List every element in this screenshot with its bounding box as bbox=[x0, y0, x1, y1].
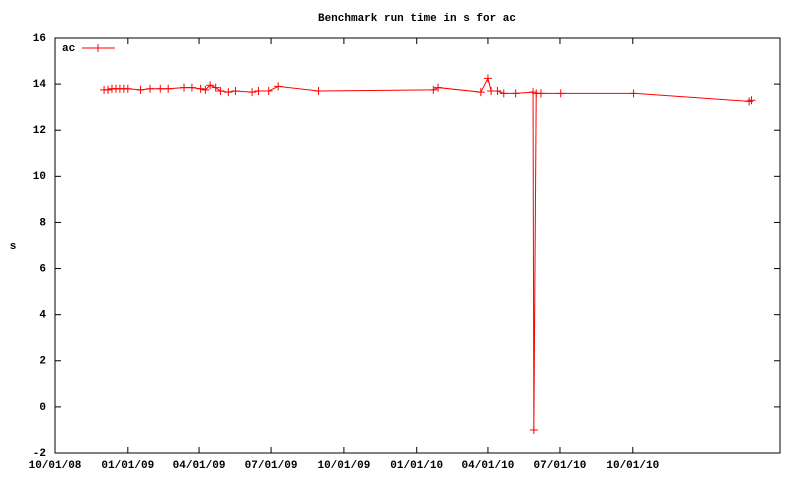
point-marker bbox=[314, 87, 323, 96]
point-marker bbox=[216, 87, 225, 96]
point-marker bbox=[254, 87, 263, 96]
y-tick-label: 10 bbox=[33, 171, 46, 183]
y-tick-label: 16 bbox=[33, 33, 46, 45]
point-marker bbox=[499, 89, 508, 98]
point-marker bbox=[156, 84, 165, 93]
point-marker bbox=[206, 81, 215, 90]
point-marker bbox=[511, 89, 520, 98]
point-marker bbox=[476, 88, 485, 97]
y-tick-label: 0 bbox=[39, 402, 46, 414]
y-tick-label: 8 bbox=[39, 217, 46, 229]
point-marker bbox=[196, 84, 205, 93]
point-marker bbox=[274, 82, 283, 91]
point-marker bbox=[529, 425, 538, 434]
x-tick-label: 07/01/10 bbox=[534, 460, 587, 472]
plot-frame bbox=[54, 37, 781, 454]
x-tick-label: 04/01/10 bbox=[462, 460, 515, 472]
point-marker bbox=[164, 84, 173, 93]
point-marker bbox=[224, 88, 233, 97]
point-marker bbox=[483, 74, 492, 83]
point-marker bbox=[556, 89, 565, 98]
point-marker bbox=[264, 87, 273, 96]
point-marker bbox=[187, 83, 196, 92]
series-line bbox=[104, 76, 752, 430]
point-marker bbox=[536, 89, 545, 98]
point-marker bbox=[104, 85, 113, 94]
chart-title: Benchmark run time in s for ac bbox=[318, 13, 516, 25]
point-marker bbox=[180, 83, 189, 92]
point-marker bbox=[136, 85, 145, 94]
x-tick-label: 10/01/08 bbox=[29, 460, 82, 472]
point-marker bbox=[434, 83, 443, 92]
x-tick-label: 04/01/09 bbox=[173, 460, 226, 472]
point-marker bbox=[201, 85, 210, 94]
point-marker bbox=[629, 89, 638, 98]
x-tick-label: 07/01/09 bbox=[245, 460, 298, 472]
legend-swatch bbox=[82, 44, 115, 52]
y-axis-label: s bbox=[10, 241, 17, 253]
point-marker bbox=[123, 84, 132, 93]
y-tick-label: 14 bbox=[33, 79, 47, 91]
y-tick-label: 4 bbox=[39, 310, 46, 322]
point-marker bbox=[429, 85, 438, 94]
y-tick-label: 2 bbox=[39, 356, 46, 368]
point-marker bbox=[747, 96, 756, 105]
legend-label: ac bbox=[62, 43, 75, 55]
x-tick-label: 01/01/10 bbox=[390, 460, 443, 472]
point-marker bbox=[493, 87, 502, 96]
x-tick-label: 10/01/10 bbox=[606, 460, 659, 472]
point-marker bbox=[145, 84, 154, 93]
y-tick-label: 12 bbox=[33, 125, 46, 137]
point-marker bbox=[231, 87, 240, 96]
point-marker bbox=[248, 88, 257, 97]
y-tick-label: 6 bbox=[39, 263, 46, 275]
x-tick-label: 10/01/09 bbox=[317, 460, 370, 472]
x-tick-label: 01/01/09 bbox=[101, 460, 154, 472]
y-tick-label: -2 bbox=[33, 448, 46, 460]
point-marker bbox=[211, 83, 220, 92]
